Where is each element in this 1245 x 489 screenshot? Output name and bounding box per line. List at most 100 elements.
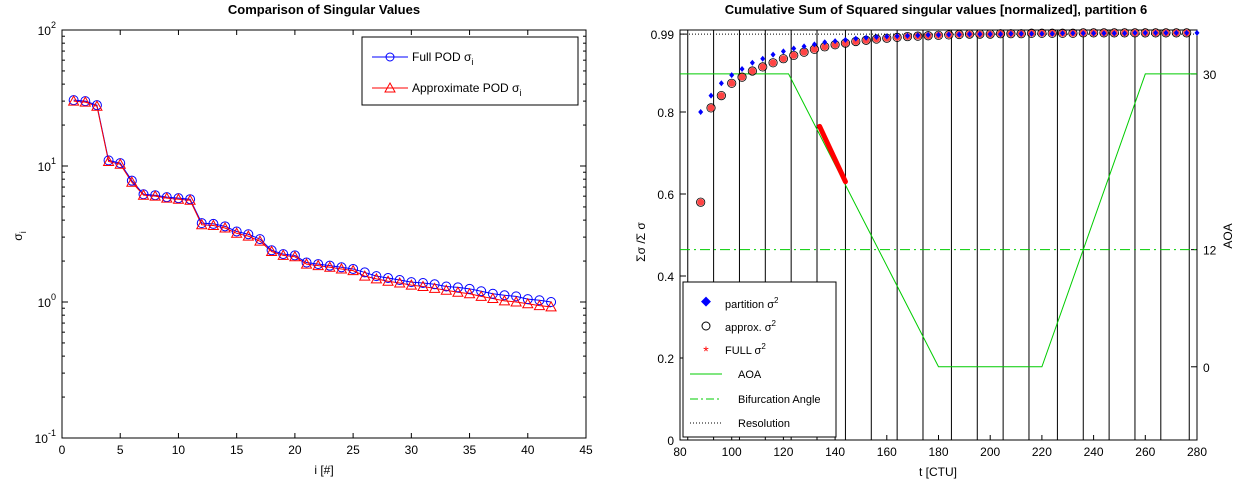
data-point xyxy=(406,277,417,288)
data-point xyxy=(1163,29,1169,36)
data-point xyxy=(1140,28,1150,38)
data-point xyxy=(335,262,348,274)
x-tick-label: 80 xyxy=(673,445,687,459)
y2-axis-label: AOA xyxy=(1221,223,1235,248)
data-point xyxy=(184,194,196,205)
data-point xyxy=(301,257,312,268)
data-point xyxy=(486,292,499,304)
data-point xyxy=(79,96,92,107)
data-point xyxy=(219,221,231,233)
data-point xyxy=(160,192,173,203)
data-point xyxy=(1171,28,1181,38)
data-point xyxy=(429,279,440,290)
legend-label-aoa: AOA xyxy=(738,369,762,381)
data-point xyxy=(1018,30,1024,37)
data-point xyxy=(863,34,869,41)
data-point xyxy=(347,264,359,276)
data-point xyxy=(727,78,737,88)
chart-title: Cumulative Sum of Squared singular value… xyxy=(725,2,1148,17)
chart-title: Comparison of Singular Values xyxy=(228,2,420,17)
data-point xyxy=(1006,29,1016,39)
legend-label-full-sup: 2 xyxy=(761,342,766,351)
data-point xyxy=(822,39,828,46)
y2-tick-label: 0 xyxy=(1203,361,1210,375)
y-tick-exponent: 2 xyxy=(51,20,56,30)
data-point xyxy=(126,175,137,186)
x-tick-label: 35 xyxy=(463,443,477,457)
data-point xyxy=(946,31,952,38)
data-point xyxy=(1039,30,1045,37)
data-point xyxy=(758,62,768,72)
y-tick-exponent: -1 xyxy=(48,428,56,438)
data-point xyxy=(915,32,921,39)
data-point xyxy=(207,219,220,231)
data-point xyxy=(1182,28,1192,38)
data-point xyxy=(533,299,546,311)
data-point xyxy=(254,234,265,245)
legend-label-partition: partition σ2 xyxy=(725,296,779,311)
x-tick-label: 15 xyxy=(230,443,244,457)
x-tick-label: 40 xyxy=(521,443,535,457)
data-point xyxy=(1109,28,1119,38)
data-point xyxy=(706,103,716,113)
x-tick-label: 20 xyxy=(288,443,302,457)
data-point xyxy=(975,29,985,39)
legend-label-full-sub: i xyxy=(471,57,473,67)
legend-label-approx-sub: i xyxy=(519,88,521,98)
data-point xyxy=(1111,30,1117,37)
legend-label-partition-main: partition σ xyxy=(725,299,774,311)
y-tick-labels: 0 0.2 0.4 0.6 0.8 0.99 xyxy=(651,28,675,448)
data-point xyxy=(987,31,993,38)
data-point xyxy=(383,273,394,284)
y-tick-exponent: 1 xyxy=(51,156,56,166)
series-line xyxy=(680,73,1197,368)
data-point xyxy=(348,263,359,274)
x-tick-label: 220 xyxy=(1032,445,1052,459)
data-point xyxy=(510,295,522,307)
data-point xyxy=(1153,29,1159,36)
data-point xyxy=(1151,28,1161,38)
data-point xyxy=(902,31,913,42)
data-point xyxy=(769,59,777,67)
data-point xyxy=(985,29,995,39)
data-point xyxy=(1060,30,1066,37)
data-point xyxy=(230,227,243,238)
data-point xyxy=(780,48,786,55)
legend-marker-partition: ◆ xyxy=(701,293,711,308)
data-point xyxy=(546,297,557,307)
data-point xyxy=(944,30,954,40)
data-point xyxy=(521,297,534,309)
data-point xyxy=(904,32,910,39)
y-tick-base: 10 xyxy=(38,296,52,310)
data-point xyxy=(923,31,933,41)
data-point xyxy=(801,43,807,50)
data-point xyxy=(254,235,266,246)
data-point xyxy=(1091,30,1097,37)
data-point xyxy=(1101,30,1107,37)
data-point xyxy=(1194,29,1200,36)
x-tick-label: 10 xyxy=(172,443,186,457)
x-tick-label: 260 xyxy=(1135,445,1155,459)
data-point xyxy=(102,155,115,166)
data-point xyxy=(1122,30,1128,37)
legend-marker-approx xyxy=(701,321,711,331)
data-point xyxy=(1142,29,1148,36)
data-point xyxy=(821,43,829,51)
data-point xyxy=(1057,28,1068,38)
data-point xyxy=(894,33,900,40)
data-point xyxy=(1184,29,1190,36)
y-axis-label-sigma: Σ xyxy=(634,254,648,261)
data-point xyxy=(790,51,798,59)
data-point xyxy=(778,54,789,64)
data-point xyxy=(149,190,162,201)
data-point xyxy=(243,229,254,240)
y-axis-label-main: σ xyxy=(11,233,25,241)
y-axis-label: Σσ /Σ σ xyxy=(634,222,648,262)
x-tick-label: 0 xyxy=(59,443,66,457)
data-point xyxy=(1173,29,1179,36)
legend-label-approx: approx. σ2 xyxy=(725,319,777,334)
data-point xyxy=(716,91,726,101)
data-point xyxy=(998,31,1004,38)
x-tick-label: 280 xyxy=(1187,445,1207,459)
